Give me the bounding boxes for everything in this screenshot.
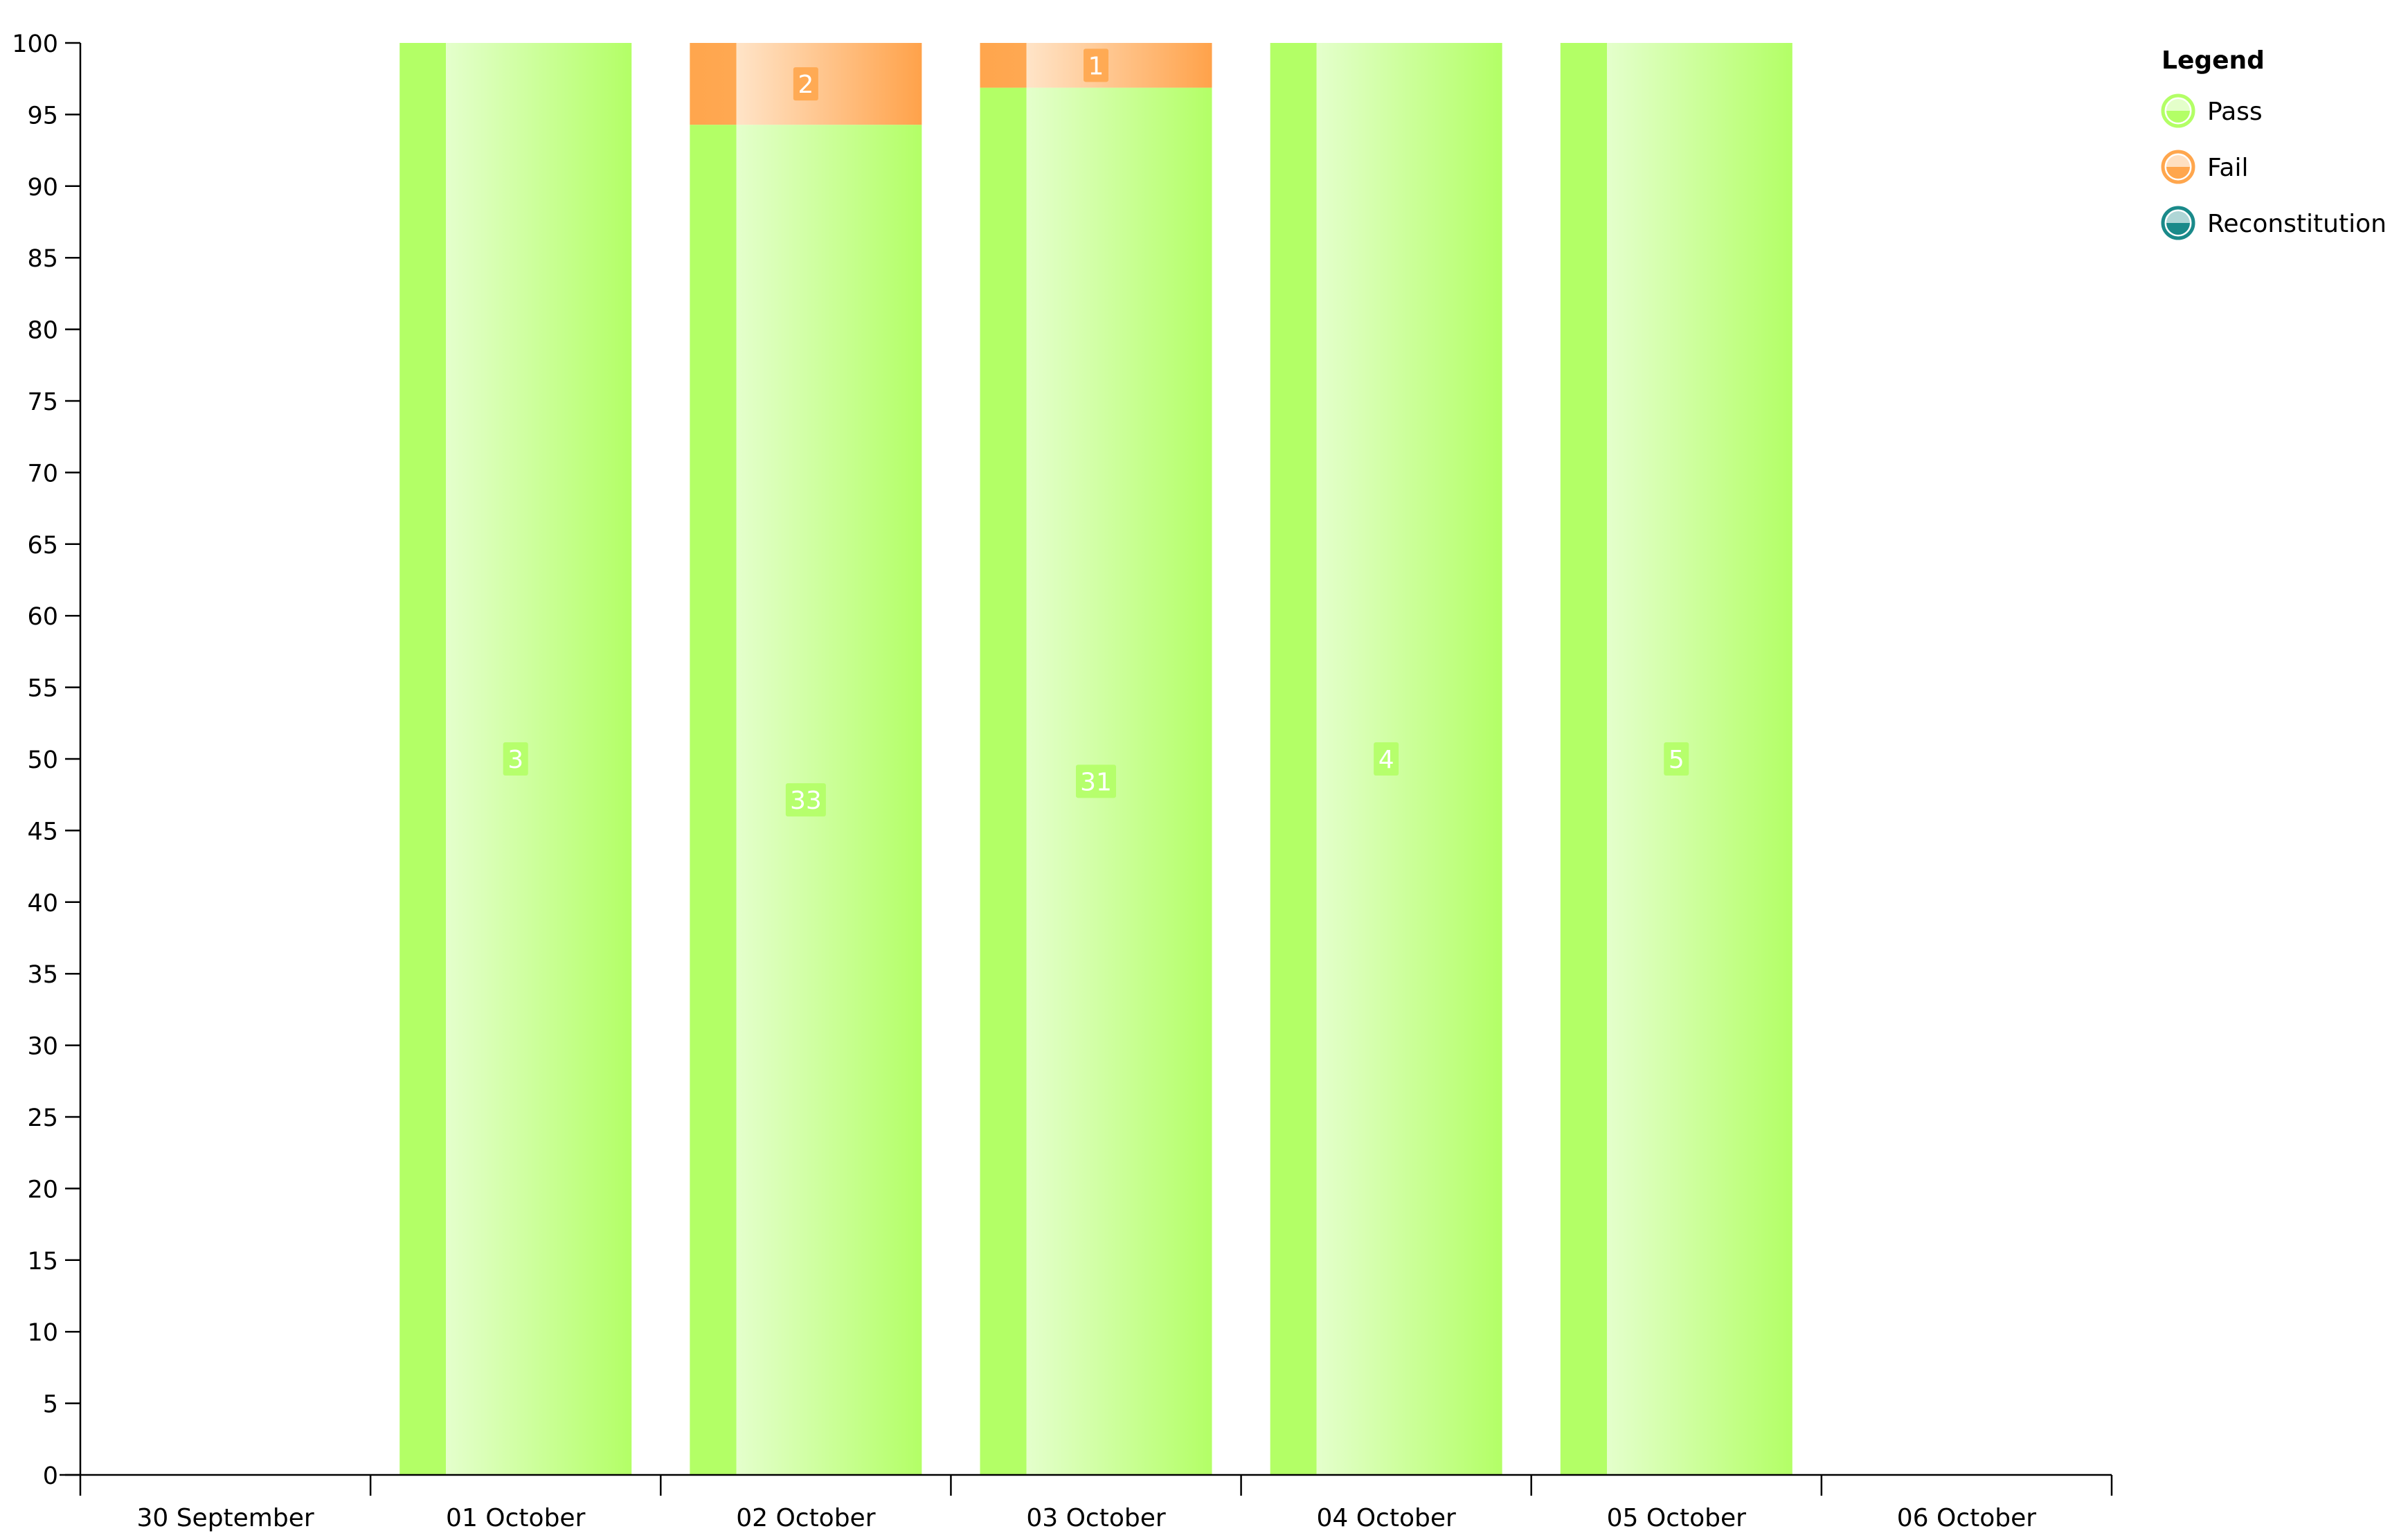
legend-title: Legend bbox=[2162, 46, 2265, 75]
legend-item-pass: Pass bbox=[2161, 93, 2263, 128]
legend-label: Reconstitution bbox=[2207, 210, 2387, 238]
data-label: 1 bbox=[1088, 52, 1104, 80]
y-tick-label: 100 bbox=[12, 30, 58, 58]
data-label: 3 bbox=[507, 746, 523, 774]
data-label: 5 bbox=[1669, 746, 1684, 774]
x-tick-label: 30 September bbox=[136, 1504, 314, 1532]
y-tick-label: 0 bbox=[43, 1462, 58, 1490]
y-tick-label: 80 bbox=[27, 317, 58, 345]
data-label-bg bbox=[793, 67, 818, 101]
y-tick-label: 20 bbox=[27, 1176, 58, 1203]
y-tick-label: 55 bbox=[27, 675, 58, 703]
y-tick-label: 75 bbox=[27, 388, 58, 416]
y-tick-label: 10 bbox=[27, 1319, 58, 1347]
y-tick-label: 35 bbox=[27, 961, 58, 989]
y-tick-label: 5 bbox=[43, 1391, 58, 1419]
data-label-bg bbox=[785, 783, 826, 817]
data-label-bg bbox=[1664, 742, 1689, 776]
x-tick-label: 04 October bbox=[1316, 1504, 1456, 1532]
x-tick-label: 01 October bbox=[446, 1504, 586, 1532]
legend-swatch-bottom bbox=[2166, 167, 2190, 179]
x-tick-label: 05 October bbox=[1607, 1504, 1747, 1532]
y-tick-label: 40 bbox=[27, 890, 58, 917]
legend-swatch-top bbox=[2166, 155, 2190, 167]
legend-label: Pass bbox=[2207, 98, 2263, 126]
data-label-bg bbox=[1076, 764, 1116, 798]
y-tick-label: 60 bbox=[27, 603, 58, 631]
legend-item-fail: Fail bbox=[2161, 150, 2248, 184]
y-tick-label: 30 bbox=[27, 1033, 58, 1061]
data-label: 2 bbox=[798, 71, 814, 99]
legend: Legend Pass Fail Reconstitution bbox=[2161, 46, 2387, 240]
axes-layer: 0510152025303540455055606570758085909510… bbox=[12, 30, 2113, 1532]
legend-swatch-top bbox=[2166, 99, 2190, 111]
data-label-bg bbox=[1084, 48, 1108, 82]
y-tick-label: 85 bbox=[27, 245, 58, 273]
data-label: 33 bbox=[790, 787, 822, 815]
y-tick-label: 95 bbox=[27, 102, 58, 129]
y-tick-label: 15 bbox=[27, 1248, 58, 1275]
data-label: 4 bbox=[1378, 746, 1394, 774]
legend-swatch-bottom bbox=[2166, 111, 2190, 123]
x-tick-label: 02 October bbox=[736, 1504, 876, 1532]
y-tick-label: 45 bbox=[27, 818, 58, 845]
y-tick-label: 90 bbox=[27, 174, 58, 202]
y-tick-label: 50 bbox=[27, 746, 58, 774]
y-tick-label: 65 bbox=[27, 532, 58, 559]
legend-swatch-bottom bbox=[2166, 223, 2190, 235]
y-tick-label: 70 bbox=[27, 460, 58, 487]
legend-swatch-top bbox=[2166, 211, 2190, 223]
legend-label: Fail bbox=[2207, 154, 2248, 182]
x-tick-label: 03 October bbox=[1026, 1504, 1166, 1532]
data-label: 31 bbox=[1080, 768, 1112, 796]
data-label-bg bbox=[503, 742, 528, 776]
legend-item-reconstitution: Reconstitution bbox=[2161, 206, 2387, 240]
data-label-bg bbox=[1374, 742, 1399, 776]
y-tick-label: 25 bbox=[27, 1104, 58, 1132]
x-tick-label: 06 October bbox=[1897, 1504, 2037, 1532]
